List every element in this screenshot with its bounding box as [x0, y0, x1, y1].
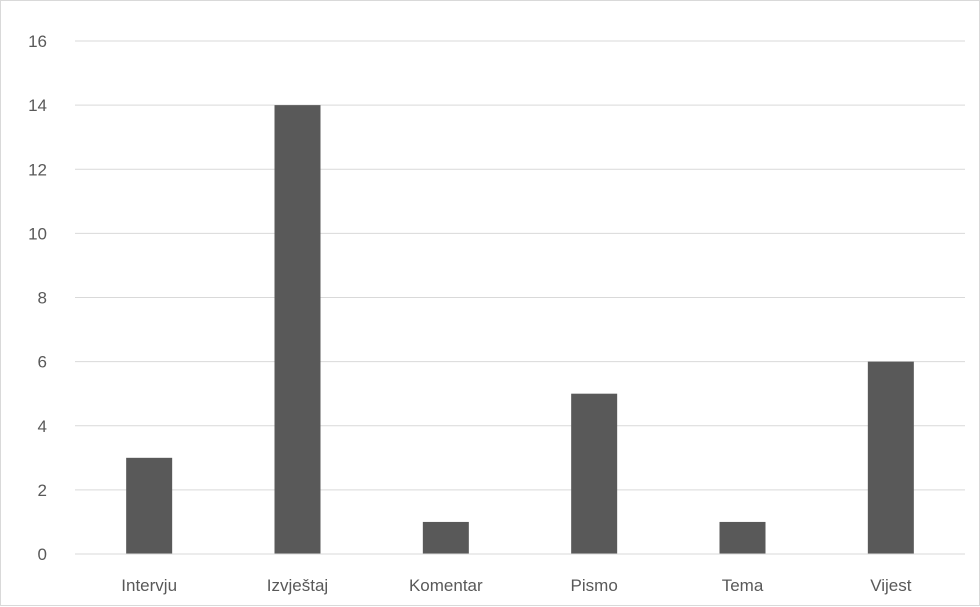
- y-tick-label: 0: [38, 545, 47, 564]
- y-tick-label: 12: [28, 160, 47, 179]
- y-tick-label: 14: [28, 96, 47, 115]
- y-tick-label: 16: [28, 32, 47, 51]
- x-tick-label: Komentar: [409, 576, 483, 595]
- y-tick-label: 4: [38, 417, 47, 436]
- y-tick-label: 10: [28, 224, 47, 243]
- bar-komentar: [422, 521, 469, 554]
- y-tick-label: 8: [38, 289, 47, 308]
- y-axis-ticks: 0 2 4 6 8 10 12 14 16: [28, 32, 47, 564]
- bars: [126, 105, 914, 554]
- bar-intervju: [126, 457, 173, 554]
- x-tick-label: Intervju: [121, 576, 177, 595]
- bar-vijest: [867, 361, 914, 554]
- y-tick-label: 2: [38, 481, 47, 500]
- gridlines: [75, 40, 965, 491]
- x-axis-ticks: Intervju Izvještaj Komentar Pismo Tema Vijest: [121, 576, 911, 595]
- x-tick-label: Pismo: [571, 576, 618, 595]
- x-tick-label: Vijest: [870, 576, 912, 595]
- bar-tema: [719, 521, 766, 554]
- bar-pismo: [571, 393, 618, 554]
- y-tick-label: 6: [38, 353, 47, 372]
- bar-izvještaj: [274, 105, 321, 554]
- x-tick-label: Tema: [722, 576, 764, 595]
- x-tick-label: Izvještaj: [267, 576, 328, 595]
